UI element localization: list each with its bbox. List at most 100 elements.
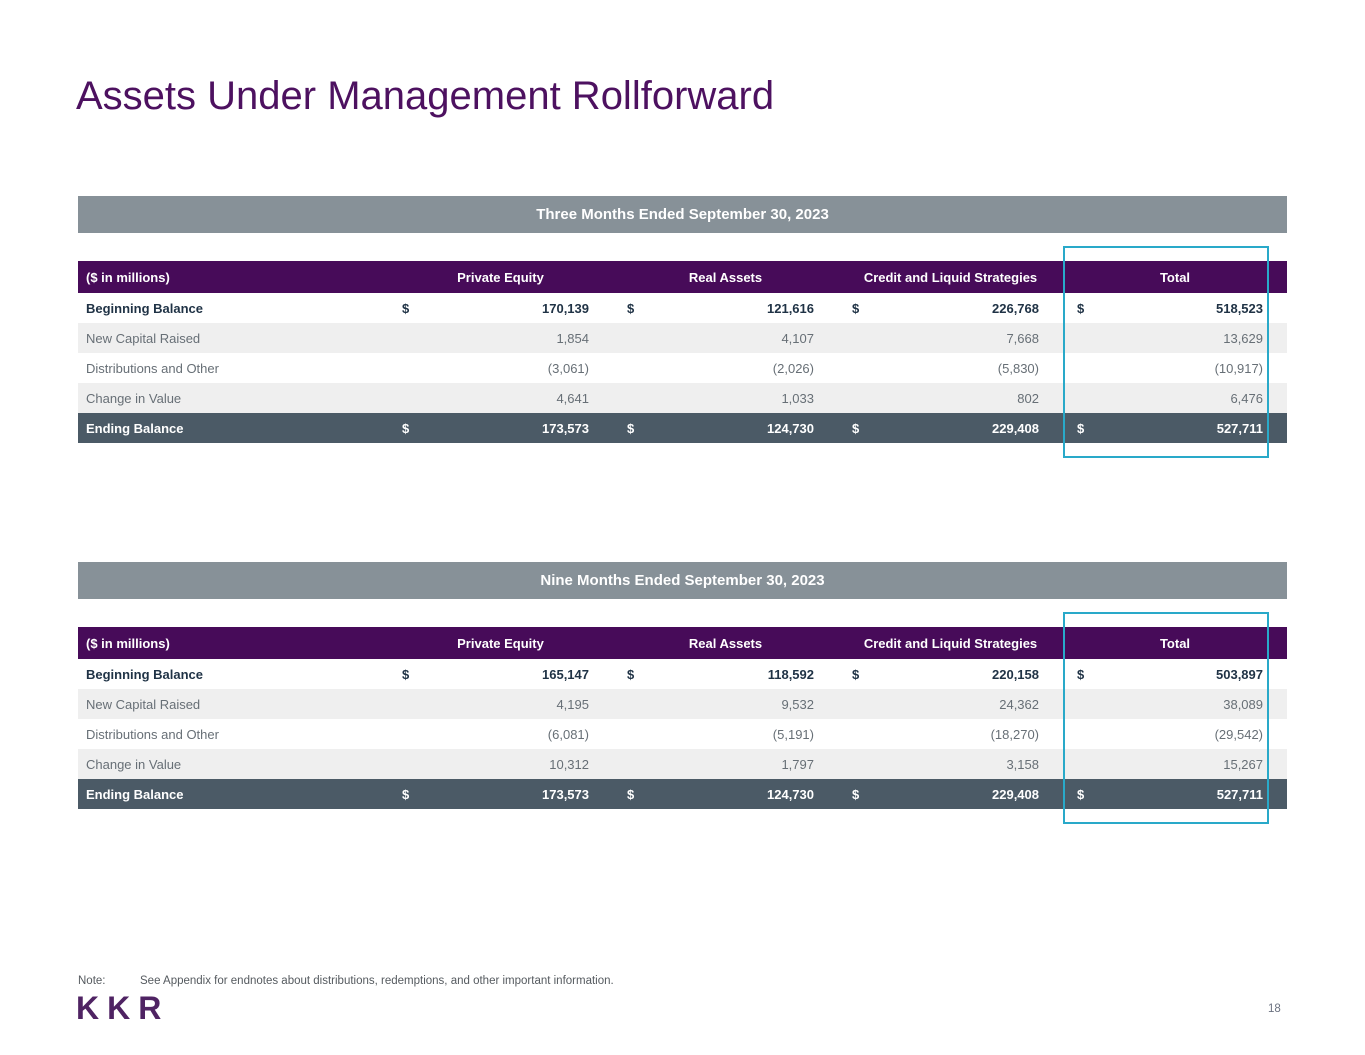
cell-number: 38,089 (1223, 696, 1263, 712)
column-header-total: Total (1063, 261, 1287, 293)
dollar-sign: $ (1077, 300, 1085, 316)
row-label: New Capital Raised (78, 323, 388, 353)
cell-number: 527,711 (1216, 786, 1263, 802)
value-cell: $173,573 (388, 779, 613, 809)
three-months-table-section: Three Months Ended September 30, 2023 ($… (78, 196, 1287, 458)
period-banner: Nine Months Ended September 30, 2023 (78, 562, 1287, 599)
value-cell: 15,267 (1063, 749, 1287, 779)
dollar-sign: $ (627, 300, 635, 316)
cell-number: 124,730 (767, 420, 814, 436)
value-cell: $121,616 (613, 293, 838, 323)
value-cell: (3,061) (388, 353, 613, 383)
table-row: Change in Value 4,641 1,033 802 6,476 (78, 383, 1287, 413)
cell-number: 173,573 (542, 420, 589, 436)
cell-number: 15,267 (1223, 756, 1263, 772)
cell-number: (10,917) (1214, 360, 1263, 376)
value-cell: $118,592 (613, 659, 838, 689)
footnote: Note: See Appendix for endnotes about dis… (78, 975, 614, 987)
dollar-sign: $ (852, 666, 860, 682)
note-label: Note: (78, 975, 106, 987)
kkr-logo: KKR (76, 990, 170, 1026)
table-row: New Capital Raised 4,195 9,532 24,362 38,089 (78, 689, 1287, 719)
cell-number: 3,158 (1006, 756, 1039, 772)
banner-gap (78, 599, 1287, 627)
dollar-sign: $ (627, 666, 635, 682)
value-cell: $226,768 (838, 293, 1063, 323)
dollar-sign: $ (1077, 666, 1085, 682)
value-cell: 6,476 (1063, 383, 1287, 413)
dollar-sign: $ (1077, 786, 1085, 802)
banner-gap (78, 233, 1287, 261)
column-header-real-assets: Real Assets (613, 627, 838, 659)
value-cell: 13,629 (1063, 323, 1287, 353)
value-cell: 4,107 (613, 323, 838, 353)
table-row: New Capital Raised 1,854 4,107 7,668 13,629 (78, 323, 1287, 353)
unit-label: ($ in millions) (78, 627, 388, 659)
cell-number: 24,362 (999, 696, 1039, 712)
column-header-real-assets: Real Assets (613, 261, 838, 293)
value-cell: $527,711 (1063, 413, 1287, 443)
value-cell: 4,641 (388, 383, 613, 413)
aum-rollforward-table: ($ in millions) Private Equity Real Asse… (78, 627, 1287, 809)
table-row: Change in Value 10,312 1,797 3,158 15,267 (78, 749, 1287, 779)
page-number: 18 (1268, 1003, 1281, 1015)
cell-number: 527,711 (1216, 420, 1263, 436)
aum-rollforward-table: ($ in millions) Private Equity Real Asse… (78, 261, 1287, 443)
cell-number: (5,191) (772, 726, 814, 742)
cell-number: 124,730 (767, 786, 814, 802)
note-text: See Appendix for endnotes about distribu… (140, 975, 614, 987)
value-cell: $229,408 (838, 413, 1063, 443)
value-cell: $124,730 (613, 779, 838, 809)
value-cell: 4,195 (388, 689, 613, 719)
column-header-credit-liquid: Credit and Liquid Strategies (838, 261, 1063, 293)
cell-number: 220,158 (992, 666, 1039, 682)
table-row: Distributions and Other (3,061) (2,026) (5,… (78, 353, 1287, 383)
dollar-sign: $ (1077, 420, 1085, 436)
dollar-sign: $ (402, 420, 410, 436)
table-header-row: ($ in millions) Private Equity Real Asse… (78, 261, 1287, 293)
cell-number: 1,033 (781, 390, 814, 406)
value-cell: (2,026) (613, 353, 838, 383)
value-cell: $229,408 (838, 779, 1063, 809)
row-label: New Capital Raised (78, 689, 388, 719)
cell-number: (6,081) (547, 726, 589, 742)
column-header-private-equity: Private Equity (388, 261, 613, 293)
row-label: Change in Value (78, 749, 388, 779)
cell-number: 165,147 (542, 666, 589, 682)
value-cell: 7,668 (838, 323, 1063, 353)
dollar-sign: $ (852, 786, 860, 802)
row-label: Distributions and Other (78, 353, 388, 383)
cell-number: 4,195 (556, 696, 589, 712)
cell-number: (29,542) (1214, 726, 1263, 742)
value-cell: (6,081) (388, 719, 613, 749)
value-cell: (29,542) (1063, 719, 1287, 749)
value-cell: $503,897 (1063, 659, 1287, 689)
value-cell: 9,532 (613, 689, 838, 719)
cell-number: (18,270) (990, 726, 1039, 742)
value-cell: 802 (838, 383, 1063, 413)
dollar-sign: $ (402, 786, 410, 802)
value-cell: $173,573 (388, 413, 613, 443)
value-cell: (18,270) (838, 719, 1063, 749)
cell-number: 9,532 (781, 696, 814, 712)
cell-number: 1,854 (556, 330, 589, 346)
table-row: Beginning Balance $170,139 $121,616 $226,76… (78, 293, 1287, 323)
row-label: Beginning Balance (78, 293, 388, 323)
cell-number: (2,026) (772, 360, 814, 376)
value-cell: $170,139 (388, 293, 613, 323)
value-cell: (5,191) (613, 719, 838, 749)
cell-number: 170,139 (542, 300, 589, 316)
value-cell: 24,362 (838, 689, 1063, 719)
column-header-private-equity: Private Equity (388, 627, 613, 659)
value-cell: (10,917) (1063, 353, 1287, 383)
table-row: Ending Balance $173,573 $124,730 $229,408 $5… (78, 779, 1287, 809)
cell-number: (5,830) (997, 360, 1039, 376)
cell-number: 4,641 (556, 390, 589, 406)
table-row: Beginning Balance $165,147 $118,592 $220,15… (78, 659, 1287, 689)
cell-number: 229,408 (992, 420, 1039, 436)
value-cell: 1,854 (388, 323, 613, 353)
cell-number: 13,629 (1223, 330, 1263, 346)
cell-number: 1,797 (781, 756, 814, 772)
value-cell: $165,147 (388, 659, 613, 689)
